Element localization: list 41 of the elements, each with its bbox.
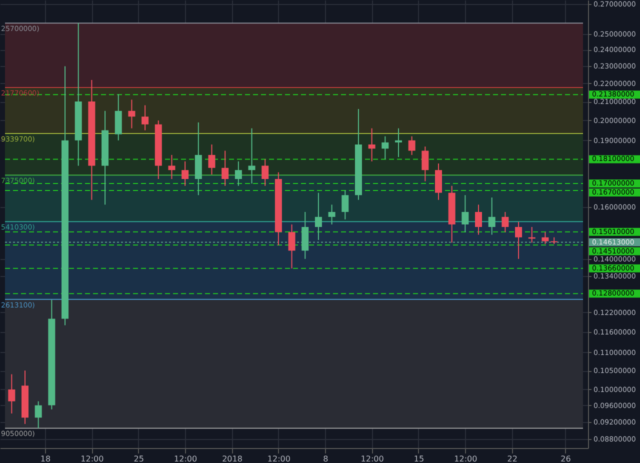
candlestick <box>114 94 122 141</box>
candlestick <box>382 136 389 160</box>
candlestick <box>328 204 336 225</box>
candlestick <box>394 128 402 158</box>
x-tick-label: 22 <box>507 454 518 463</box>
candlestick <box>222 150 229 186</box>
candlestick <box>182 160 189 186</box>
candlestick <box>435 163 442 200</box>
x-tick-label: 12:00 <box>267 454 290 463</box>
candlestick <box>128 99 136 129</box>
x-tick-label: 12:00 <box>174 454 198 463</box>
x-tick-label: 18 <box>40 454 51 463</box>
x-tick-label: 12:00 <box>360 454 384 463</box>
candlestick <box>462 194 469 233</box>
candlestick <box>422 146 429 182</box>
x-tick-label: 8 <box>323 454 328 463</box>
candlestick <box>342 190 349 220</box>
candlestick <box>368 128 376 162</box>
x-tick-label: 25 <box>134 454 144 463</box>
candlestick <box>515 221 522 260</box>
candlestick <box>34 400 42 429</box>
candlestick <box>142 104 149 131</box>
candlestick <box>314 192 322 240</box>
x-tick-label: 12:00 <box>80 454 104 463</box>
candlestick <box>248 128 256 184</box>
candlestick <box>168 154 176 180</box>
candlestick <box>234 160 242 186</box>
candlestick <box>302 211 309 260</box>
x-tick-label: 26 <box>560 454 571 463</box>
candlestick <box>488 196 496 236</box>
candlestick <box>542 232 549 244</box>
candlestick <box>288 224 296 269</box>
candlestick <box>262 158 269 186</box>
x-tick-label: 2018 <box>222 454 242 463</box>
candlestick <box>475 204 482 236</box>
x-tick-label: 12:00 <box>454 454 478 463</box>
candlestick <box>208 144 216 176</box>
candlestick <box>502 211 509 233</box>
x-tick-label: 15 <box>414 454 424 463</box>
candlestick <box>8 374 16 414</box>
candlestick <box>408 136 416 156</box>
